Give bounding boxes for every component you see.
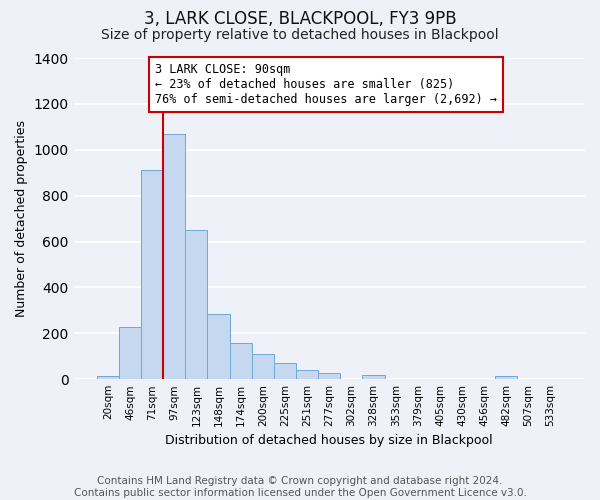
Text: 3, LARK CLOSE, BLACKPOOL, FY3 9PB: 3, LARK CLOSE, BLACKPOOL, FY3 9PB: [143, 10, 457, 28]
Bar: [362, 374, 385, 379]
Bar: [208, 314, 230, 379]
Text: Size of property relative to detached houses in Blackpool: Size of property relative to detached ho…: [101, 28, 499, 42]
Bar: [296, 370, 318, 379]
Bar: [252, 354, 274, 379]
Bar: [496, 376, 517, 379]
Text: 3 LARK CLOSE: 90sqm
← 23% of detached houses are smaller (825)
76% of semi-detac: 3 LARK CLOSE: 90sqm ← 23% of detached ho…: [155, 63, 497, 106]
Bar: [163, 134, 185, 379]
Bar: [119, 327, 141, 379]
Y-axis label: Number of detached properties: Number of detached properties: [15, 120, 28, 317]
Bar: [318, 374, 340, 379]
Bar: [185, 230, 208, 379]
Bar: [97, 376, 119, 379]
Bar: [274, 362, 296, 379]
Bar: [230, 343, 252, 379]
Text: Contains HM Land Registry data © Crown copyright and database right 2024.
Contai: Contains HM Land Registry data © Crown c…: [74, 476, 526, 498]
Bar: [141, 170, 163, 379]
X-axis label: Distribution of detached houses by size in Blackpool: Distribution of detached houses by size …: [166, 434, 493, 448]
